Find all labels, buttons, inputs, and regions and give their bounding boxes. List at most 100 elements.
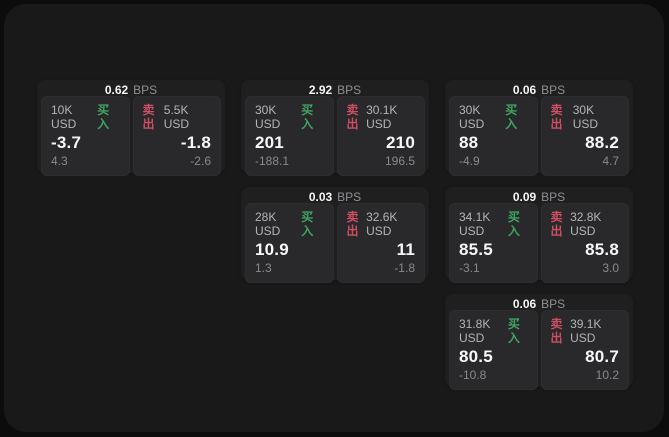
buy-volume: 10K USD	[51, 103, 77, 131]
bps-value: 0.09	[512, 190, 537, 204]
card-header: 0.03 BPS	[245, 191, 425, 203]
bps-unit-label: BPS	[337, 83, 362, 97]
bps-value: 0.06	[512, 297, 537, 311]
buy-tile-header: 30K USD 买入	[459, 103, 528, 131]
buy-side-label: 买入	[507, 210, 520, 238]
buy-delta: 4.3	[51, 154, 68, 168]
quote-card: 0.06 BPS 30K USD 买入 88 -4.9 卖出 30K USD 8…	[445, 80, 633, 176]
buy-quote-tile[interactable]: 31.8K USD 买入 80.5 -10.8	[449, 310, 538, 390]
quote-card: 0.62 BPS 10K USD 买入 -3.7 4.3 卖出 5.5K USD…	[37, 80, 225, 176]
buy-delta: -3.1	[459, 261, 480, 275]
card-body: 31.8K USD 买入 80.5 -10.8 卖出 39.1K USD 80.…	[449, 310, 629, 390]
buy-volume: 30K USD	[459, 103, 485, 131]
quote-card: 0.06 BPS 31.8K USD 买入 80.5 -10.8 卖出 39.1…	[445, 294, 633, 390]
card-body: 10K USD 买入 -3.7 4.3 卖出 5.5K USD -1.8 -2.…	[41, 96, 221, 176]
buy-tile-header: 31.8K USD 买入	[459, 317, 528, 345]
sell-delta: -2.6	[190, 154, 211, 168]
sell-delta: -1.8	[394, 261, 415, 275]
buy-volume: 34.1K USD	[459, 210, 491, 238]
bps-unit-label: BPS	[541, 190, 566, 204]
sell-delta: 4.7	[602, 154, 619, 168]
sell-tile-header: 卖出 39.1K USD	[551, 317, 620, 345]
buy-price: 10.9	[255, 240, 289, 259]
sell-quote-tile[interactable]: 卖出 5.5K USD -1.8 -2.6	[132, 96, 221, 176]
buy-delta: -4.9	[459, 154, 480, 168]
buy-tile-header: 28K USD 买入	[255, 210, 324, 238]
sell-quote-tile[interactable]: 卖出 39.1K USD 80.7 10.2	[540, 310, 629, 390]
sell-quote-tile[interactable]: 卖出 32.8K USD 85.8 3.0	[540, 203, 629, 283]
sell-volume: 32.8K USD	[570, 210, 602, 238]
buy-quote-tile[interactable]: 34.1K USD 买入 85.5 -3.1	[449, 203, 538, 283]
sell-price: 210	[386, 133, 415, 152]
card-header: 0.06 BPS	[449, 298, 629, 310]
card-header: 0.62 BPS	[41, 84, 221, 96]
buy-quote-tile[interactable]: 10K USD 买入 -3.7 4.3	[41, 96, 130, 176]
quotes-panel: 0.62 BPS 10K USD 买入 -3.7 4.3 卖出 5.5K USD…	[4, 4, 664, 432]
buy-side-label: 买入	[97, 103, 110, 131]
buy-price: 85.5	[459, 240, 493, 259]
buy-volume: 30K USD	[255, 103, 281, 131]
quote-card: 0.03 BPS 28K USD 买入 10.9 1.3 卖出 32.6K US…	[241, 187, 429, 283]
sell-side-label: 卖出	[550, 210, 563, 238]
buy-volume: 28K USD	[255, 210, 281, 238]
sell-price: 88.2	[585, 133, 619, 152]
buy-side-label: 买入	[505, 103, 518, 131]
buy-quote-tile[interactable]: 28K USD 买入 10.9 1.3	[245, 203, 334, 283]
buy-price: 80.5	[459, 347, 493, 366]
sell-tile-header: 卖出 32.6K USD	[347, 210, 416, 238]
sell-tile-header: 卖出 30K USD	[551, 103, 620, 131]
card-body: 34.1K USD 买入 85.5 -3.1 卖出 32.8K USD 85.8…	[449, 203, 629, 283]
card-header: 2.92 BPS	[245, 84, 425, 96]
bps-value: 0.62	[104, 83, 129, 97]
sell-volume: 32.6K USD	[366, 210, 398, 238]
quote-card: 0.09 BPS 34.1K USD 买入 85.5 -3.1 卖出 32.8K…	[445, 187, 633, 283]
sell-price: 11	[396, 240, 415, 259]
sell-tile-header: 卖出 30.1K USD	[347, 103, 416, 131]
buy-tile-header: 34.1K USD 买入	[459, 210, 528, 238]
sell-side-label: 卖出	[346, 210, 359, 238]
bps-unit-label: BPS	[337, 190, 362, 204]
sell-volume: 39.1K USD	[570, 317, 602, 345]
card-body: 28K USD 买入 10.9 1.3 卖出 32.6K USD 11 -1.8	[245, 203, 425, 283]
bps-value: 2.92	[308, 83, 333, 97]
sell-delta: 196.5	[384, 154, 415, 168]
sell-tile-header: 卖出 32.8K USD	[551, 210, 620, 238]
buy-tile-header: 30K USD 买入	[255, 103, 324, 131]
sell-price: 80.7	[585, 347, 619, 366]
bps-unit-label: BPS	[133, 83, 158, 97]
sell-volume: 5.5K USD	[163, 103, 190, 131]
sell-price: -1.8	[180, 133, 211, 152]
sell-quote-tile[interactable]: 卖出 30.1K USD 210 196.5	[336, 96, 425, 176]
sell-volume: 30.1K USD	[366, 103, 398, 131]
sell-side-label: 卖出	[346, 103, 359, 131]
buy-tile-header: 10K USD 买入	[51, 103, 120, 131]
card-header: 0.09 BPS	[449, 191, 629, 203]
sell-quote-tile[interactable]: 卖出 30K USD 88.2 4.7	[540, 96, 629, 176]
buy-side-label: 买入	[301, 210, 314, 238]
quote-card: 2.92 BPS 30K USD 买入 201 -188.1 卖出 30.1K …	[241, 80, 429, 176]
buy-price: 88	[459, 133, 479, 152]
buy-volume: 31.8K USD	[459, 317, 491, 345]
card-body: 30K USD 买入 201 -188.1 卖出 30.1K USD 210 1…	[245, 96, 425, 176]
bps-unit-label: BPS	[541, 297, 566, 311]
buy-delta: 1.3	[255, 261, 272, 275]
bps-value: 0.06	[512, 83, 537, 97]
sell-quote-tile[interactable]: 卖出 32.6K USD 11 -1.8	[336, 203, 425, 283]
buy-delta: -10.8	[459, 368, 487, 382]
sell-side-label: 卖出	[550, 103, 563, 131]
buy-side-label: 买入	[507, 317, 520, 345]
sell-tile-header: 卖出 5.5K USD	[143, 103, 212, 131]
bps-value: 0.03	[308, 190, 333, 204]
sell-side-label: 卖出	[550, 317, 563, 345]
buy-delta: -188.1	[255, 154, 290, 168]
card-body: 30K USD 买入 88 -4.9 卖出 30K USD 88.2 4.7	[449, 96, 629, 176]
bps-unit-label: BPS	[541, 83, 566, 97]
quotes-grid: 0.62 BPS 10K USD 买入 -3.7 4.3 卖出 5.5K USD…	[37, 80, 633, 390]
buy-quote-tile[interactable]: 30K USD 买入 201 -188.1	[245, 96, 334, 176]
buy-side-label: 买入	[301, 103, 314, 131]
buy-price: 201	[255, 133, 284, 152]
buy-quote-tile[interactable]: 30K USD 买入 88 -4.9	[449, 96, 538, 176]
sell-volume: 30K USD	[572, 103, 599, 131]
sell-side-label: 卖出	[142, 103, 155, 131]
